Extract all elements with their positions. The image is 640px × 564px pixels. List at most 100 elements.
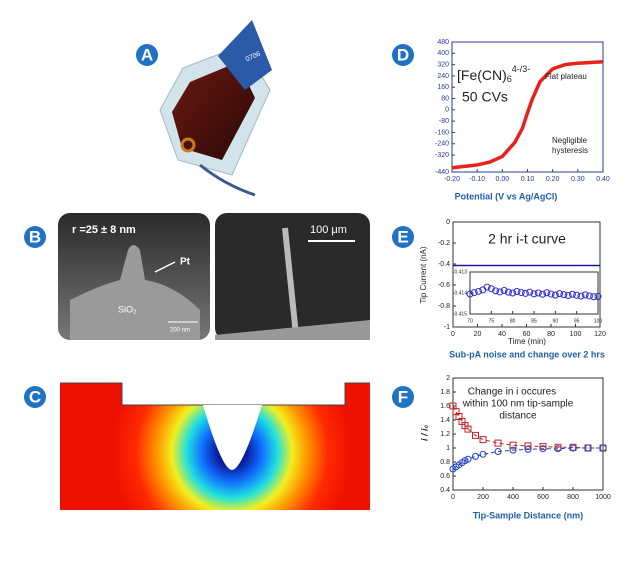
- point: [472, 452, 479, 460]
- y-tick-label: 0.4: [440, 487, 450, 494]
- point: [509, 441, 517, 449]
- annotation: 50 CVs: [462, 89, 508, 105]
- x-tick-label: 40: [498, 331, 506, 338]
- point: [492, 287, 500, 295]
- y-tick-label: -320: [435, 152, 449, 159]
- y-tick-label: 480: [437, 39, 449, 46]
- x-axis-label: Time (min): [508, 337, 546, 346]
- y-tick-label: -0.415: [453, 311, 467, 317]
- point: [483, 283, 491, 291]
- point: [487, 285, 495, 293]
- x-tick-label: 200: [477, 494, 489, 501]
- x-tick-label: 100: [570, 331, 582, 338]
- data-line: [451, 60, 604, 170]
- x-tick-label: 70: [467, 318, 473, 324]
- x-tick-label: 80: [547, 331, 555, 338]
- panel-badge: [392, 386, 414, 408]
- x-tick-label: 20: [474, 331, 482, 338]
- point: [509, 446, 517, 454]
- point: [539, 445, 547, 453]
- point: [479, 436, 487, 444]
- point: [594, 292, 602, 300]
- point: [472, 431, 479, 439]
- point: [500, 286, 508, 294]
- x-tick-label: 0.00: [496, 176, 510, 183]
- point: [479, 450, 487, 458]
- x-tick-label: 95: [574, 318, 580, 324]
- x-tick-label: 85: [531, 318, 537, 324]
- point: [560, 291, 568, 299]
- annotation: hysteresis: [552, 146, 588, 155]
- annotation: within 100 nm tip-sample: [462, 399, 574, 410]
- y-tick-label: 0: [446, 219, 450, 226]
- point: [521, 289, 529, 297]
- panel-label: E: [397, 227, 408, 246]
- panel-label: A: [141, 45, 153, 64]
- point: [526, 288, 534, 296]
- y-tick-label: -0.6: [438, 282, 450, 289]
- scale-left: 200 nm: [170, 328, 190, 334]
- annotation: Flat plateau: [545, 72, 587, 81]
- panel-badge: [392, 226, 414, 248]
- tip-radius: r =25 ± 8 nm: [72, 224, 136, 236]
- panel-badge: [136, 44, 158, 66]
- panel-label: C: [29, 387, 41, 406]
- panel-label: B: [29, 227, 41, 246]
- point: [534, 289, 542, 297]
- y-tick-label: -80: [439, 118, 449, 125]
- y-tick-label: -0.8: [438, 303, 450, 310]
- point: [464, 425, 472, 433]
- point: [543, 289, 551, 297]
- y-axis-label: i / i₀: [419, 425, 429, 442]
- y-tick-label: 1.8: [440, 389, 450, 396]
- panel-badge: [24, 386, 46, 408]
- x-tick-label: 0: [451, 331, 455, 338]
- y-tick-label: 1.4: [440, 417, 450, 424]
- x-tick-label: 80: [510, 318, 516, 324]
- y-tick-label: -440: [435, 169, 449, 176]
- x-axis-label: Potential (V vs Ag/AgCl): [455, 191, 558, 201]
- x-tick-label: 1000: [595, 494, 611, 501]
- x-tick-label: 600: [537, 494, 549, 501]
- y-axis-label: Tip Current (nA): [419, 246, 428, 303]
- fit-line: [452, 405, 603, 449]
- point: [475, 287, 483, 295]
- x-tick-label: -0.20: [444, 176, 460, 183]
- y-tick-label: -0.413: [453, 269, 467, 275]
- point: [504, 288, 512, 296]
- y-tick-label: 0: [445, 107, 449, 114]
- panel-label: F: [398, 387, 408, 406]
- panel-a-device: 0706: [159, 20, 272, 197]
- x-tick-label: 0.30: [571, 176, 585, 183]
- y-tick-label: -160: [435, 129, 449, 136]
- y-tick-label: -0.414: [453, 290, 467, 296]
- point: [569, 444, 577, 452]
- x-tick-label: -0.10: [469, 176, 485, 183]
- point: [496, 288, 504, 296]
- y-tick-label: 160: [437, 84, 449, 91]
- x-tick-label: 0.20: [546, 176, 560, 183]
- x-tick-label: 0.10: [521, 176, 535, 183]
- x-tick-label: 400: [507, 494, 519, 501]
- x-tick-label: 800: [567, 494, 579, 501]
- point: [513, 288, 521, 296]
- point: [581, 291, 589, 299]
- sio2-label: SiO₂: [118, 304, 137, 314]
- y-tick-label: -1: [444, 324, 450, 331]
- point: [554, 445, 562, 453]
- caption: Sub-pA noise and change over 2 hrs: [449, 349, 605, 359]
- species: [Fe(CN)64-/3-: [457, 64, 530, 84]
- x-axis-label: Tip-Sample Distance (nm): [473, 510, 583, 520]
- x-tick-label: 100: [594, 318, 603, 324]
- annotation: distance: [499, 411, 537, 422]
- panel-b-images: r =25 ± 8 nm Pt SiO₂ 200 nm 100 μm: [58, 213, 370, 340]
- panel-label: D: [397, 45, 409, 64]
- point: [568, 290, 576, 298]
- panel-badge: [392, 44, 414, 66]
- point: [466, 290, 474, 298]
- point: [556, 290, 564, 298]
- point: [470, 289, 478, 297]
- y-tick-label: 1.2: [440, 431, 450, 438]
- point: [464, 455, 472, 463]
